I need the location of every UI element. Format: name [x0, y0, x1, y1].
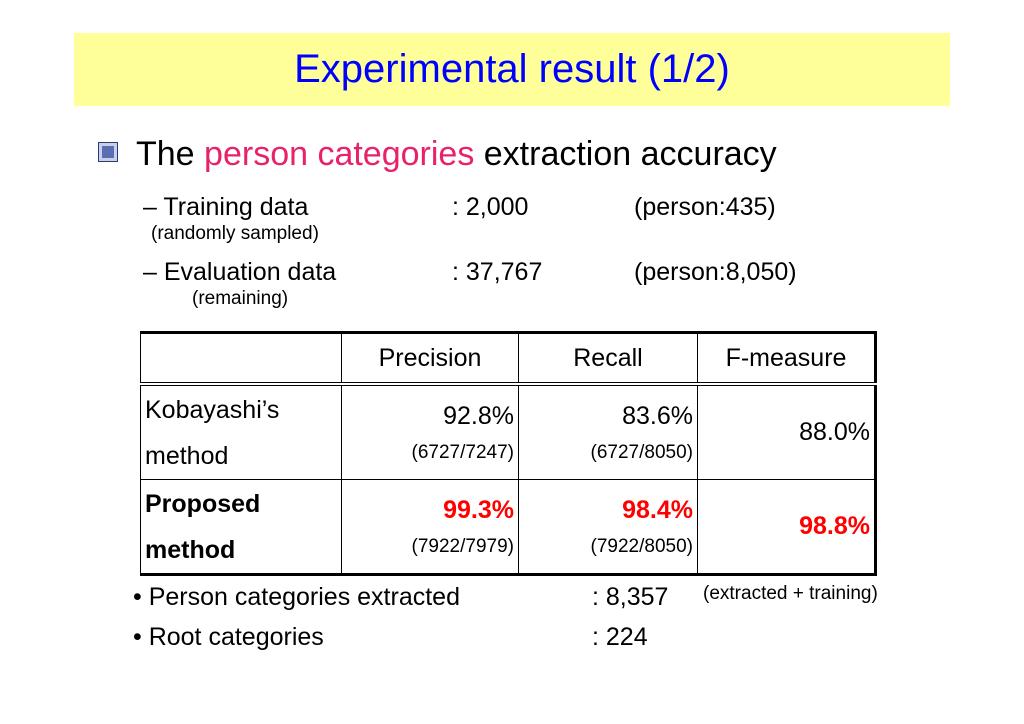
method-name-line2: method — [145, 535, 236, 564]
training-note: (randomly sampled) — [151, 223, 319, 244]
header-empty — [140, 331, 342, 386]
header-precision: Precision — [341, 331, 519, 386]
table-row: Proposed method 99.3% (7922/7979) 98.4% … — [140, 479, 877, 576]
recall-cell: 98.4% (7922/8050) — [518, 479, 698, 576]
bullet-person-categories-note: (extracted + training) — [703, 583, 878, 604]
bullet-person-categories-value: : 8,357 — [592, 583, 669, 611]
evaluation-extra: (person:8,050) — [634, 258, 797, 286]
precision-fraction: (6727/7247) — [411, 441, 514, 463]
bullet-root-categories-label: • Root categories — [133, 623, 324, 651]
recall-fraction: (6727/8050) — [590, 441, 693, 463]
slide-title: Experimental result (1/2) — [294, 47, 730, 91]
evaluation-label: – Evaluation data — [143, 258, 337, 286]
method-name-line1: Kobayashi’s — [145, 395, 280, 424]
table-row: Kobayashi’s method 92.8% (6727/7247) 83.… — [140, 383, 877, 480]
precision-cell: 92.8% (6727/7247) — [341, 383, 519, 480]
bullet-root-categories-value: : 224 — [592, 623, 648, 651]
method-name-line2: method — [145, 441, 229, 470]
recall-value: 98.4% — [622, 495, 693, 524]
table-header-row: Precision Recall F-measure — [140, 331, 877, 386]
header-recall: Recall — [518, 331, 698, 386]
training-label: – Training data — [143, 193, 309, 221]
recall-fraction: (7922/8050) — [590, 535, 693, 557]
square-bullet-icon — [98, 142, 118, 162]
fmeasure-value: 98.8% — [697, 479, 877, 576]
recall-value: 83.6% — [622, 401, 693, 430]
precision-value: 92.8% — [443, 401, 514, 430]
training-value: : 2,000 — [452, 193, 529, 221]
evaluation-note: (remaining) — [192, 288, 289, 309]
method-cell: Proposed method — [140, 479, 342, 576]
heading-highlight: person categories — [204, 135, 475, 173]
precision-fraction: (7922/7979) — [411, 535, 514, 557]
method-cell: Kobayashi’s method — [140, 383, 342, 480]
precision-value: 99.3% — [443, 495, 514, 524]
method-name-line1: Proposed — [145, 489, 261, 518]
evaluation-value: : 37,767 — [452, 258, 543, 286]
precision-cell: 99.3% (7922/7979) — [341, 479, 519, 576]
heading-suffix: extraction accuracy — [474, 135, 777, 173]
heading-prefix: The — [136, 135, 205, 173]
slide-heading: The person categories extraction accurac… — [136, 134, 777, 174]
recall-cell: 83.6% (6727/8050) — [518, 383, 698, 480]
title-band — [74, 33, 950, 106]
bullet-person-categories-label: • Person categories extracted — [133, 583, 460, 611]
fmeasure-value: 88.0% — [697, 383, 877, 480]
training-extra: (person:435) — [634, 193, 776, 221]
results-table: Precision Recall F-measure Kobayashi’s m… — [140, 331, 877, 576]
header-fmeasure: F-measure — [697, 331, 877, 386]
